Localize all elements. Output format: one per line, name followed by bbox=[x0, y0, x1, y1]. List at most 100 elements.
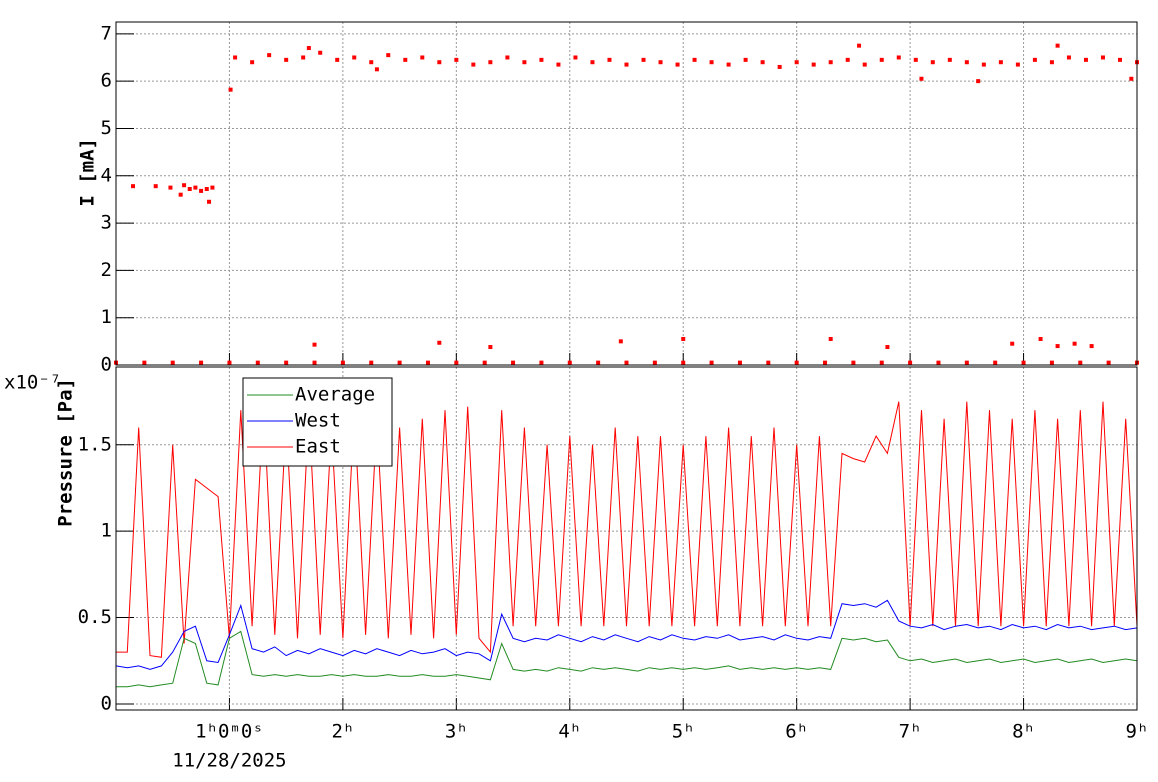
point bbox=[204, 187, 209, 192]
point bbox=[828, 60, 833, 65]
point bbox=[210, 185, 215, 190]
point bbox=[1072, 341, 1077, 346]
point bbox=[896, 55, 901, 60]
point bbox=[976, 79, 981, 84]
x-tick-label: 5ʰ bbox=[672, 721, 695, 743]
point bbox=[556, 62, 561, 67]
legend-label: Average bbox=[295, 384, 375, 406]
y-tick-label: 4 bbox=[101, 164, 112, 186]
point bbox=[250, 60, 255, 65]
point bbox=[522, 60, 527, 65]
legend-box bbox=[242, 377, 393, 467]
point bbox=[823, 360, 828, 365]
point bbox=[437, 340, 442, 345]
point bbox=[794, 360, 799, 365]
point bbox=[828, 336, 833, 341]
point bbox=[539, 57, 544, 62]
point bbox=[228, 87, 233, 92]
y-multiplier: x10⁻⁷ bbox=[4, 372, 61, 394]
point bbox=[1049, 60, 1054, 65]
point bbox=[879, 360, 884, 365]
y-tick-label: 5 bbox=[101, 117, 112, 139]
point bbox=[1010, 341, 1015, 346]
point bbox=[131, 184, 136, 189]
point bbox=[919, 76, 924, 81]
point bbox=[369, 360, 374, 365]
point bbox=[726, 62, 731, 67]
point bbox=[692, 57, 697, 62]
point bbox=[1089, 344, 1094, 349]
x-tick-label: 9ʰ bbox=[1126, 721, 1149, 743]
point bbox=[885, 345, 890, 350]
point bbox=[845, 57, 850, 62]
x-tick-label: 7ʰ bbox=[899, 721, 922, 743]
point bbox=[233, 55, 238, 60]
point bbox=[1083, 57, 1088, 62]
point bbox=[777, 64, 782, 69]
x-date: 11/28/2025 bbox=[172, 750, 286, 772]
point bbox=[930, 60, 935, 65]
point bbox=[1038, 336, 1043, 341]
point bbox=[862, 62, 867, 67]
y-tick-label: 0 bbox=[101, 692, 112, 714]
point bbox=[964, 360, 969, 365]
legend-label: East bbox=[295, 436, 341, 458]
y-tick-label: 0 bbox=[101, 354, 112, 376]
y-tick-label: 1.5 bbox=[78, 433, 112, 455]
point bbox=[255, 360, 260, 365]
x-tick-label: 2ʰ bbox=[331, 721, 354, 743]
point bbox=[981, 62, 986, 67]
x-tick-label: 8ʰ bbox=[1012, 721, 1035, 743]
point bbox=[403, 57, 408, 62]
point bbox=[425, 360, 430, 365]
point bbox=[936, 360, 941, 365]
point bbox=[168, 185, 173, 190]
point bbox=[178, 192, 183, 197]
y-tick-label: 1 bbox=[101, 306, 112, 328]
point bbox=[641, 57, 646, 62]
point bbox=[153, 184, 158, 189]
point bbox=[567, 360, 572, 365]
panel: 0 1 2 3 4 5 6 7 I [mA] bbox=[77, 21, 1139, 376]
point bbox=[374, 67, 379, 72]
point bbox=[1055, 344, 1060, 349]
point bbox=[386, 53, 391, 58]
y-tick-label: 3 bbox=[101, 212, 112, 234]
point bbox=[947, 57, 952, 62]
point bbox=[1066, 55, 1071, 60]
point bbox=[658, 60, 663, 65]
point bbox=[488, 60, 493, 65]
point bbox=[397, 360, 402, 365]
point bbox=[267, 53, 272, 58]
point bbox=[993, 360, 998, 365]
point bbox=[335, 57, 340, 62]
y-tick-label: 7 bbox=[101, 22, 112, 44]
point bbox=[142, 360, 147, 365]
point bbox=[482, 360, 487, 365]
point bbox=[182, 183, 187, 188]
point bbox=[539, 360, 544, 365]
point bbox=[454, 360, 459, 365]
series-line bbox=[116, 599, 1137, 670]
point bbox=[709, 60, 714, 65]
point bbox=[312, 360, 317, 365]
point bbox=[170, 360, 175, 365]
point bbox=[187, 187, 192, 192]
point bbox=[1078, 360, 1083, 365]
point bbox=[284, 360, 289, 365]
point bbox=[851, 360, 856, 365]
point bbox=[652, 360, 657, 365]
point bbox=[301, 55, 306, 60]
point bbox=[607, 57, 612, 62]
point bbox=[1106, 360, 1111, 365]
point bbox=[618, 339, 623, 344]
point bbox=[596, 360, 601, 365]
y-axis-title: I [mA] bbox=[77, 138, 99, 207]
point bbox=[1117, 57, 1122, 62]
point bbox=[1100, 55, 1105, 60]
point bbox=[675, 62, 680, 67]
point bbox=[913, 57, 918, 62]
